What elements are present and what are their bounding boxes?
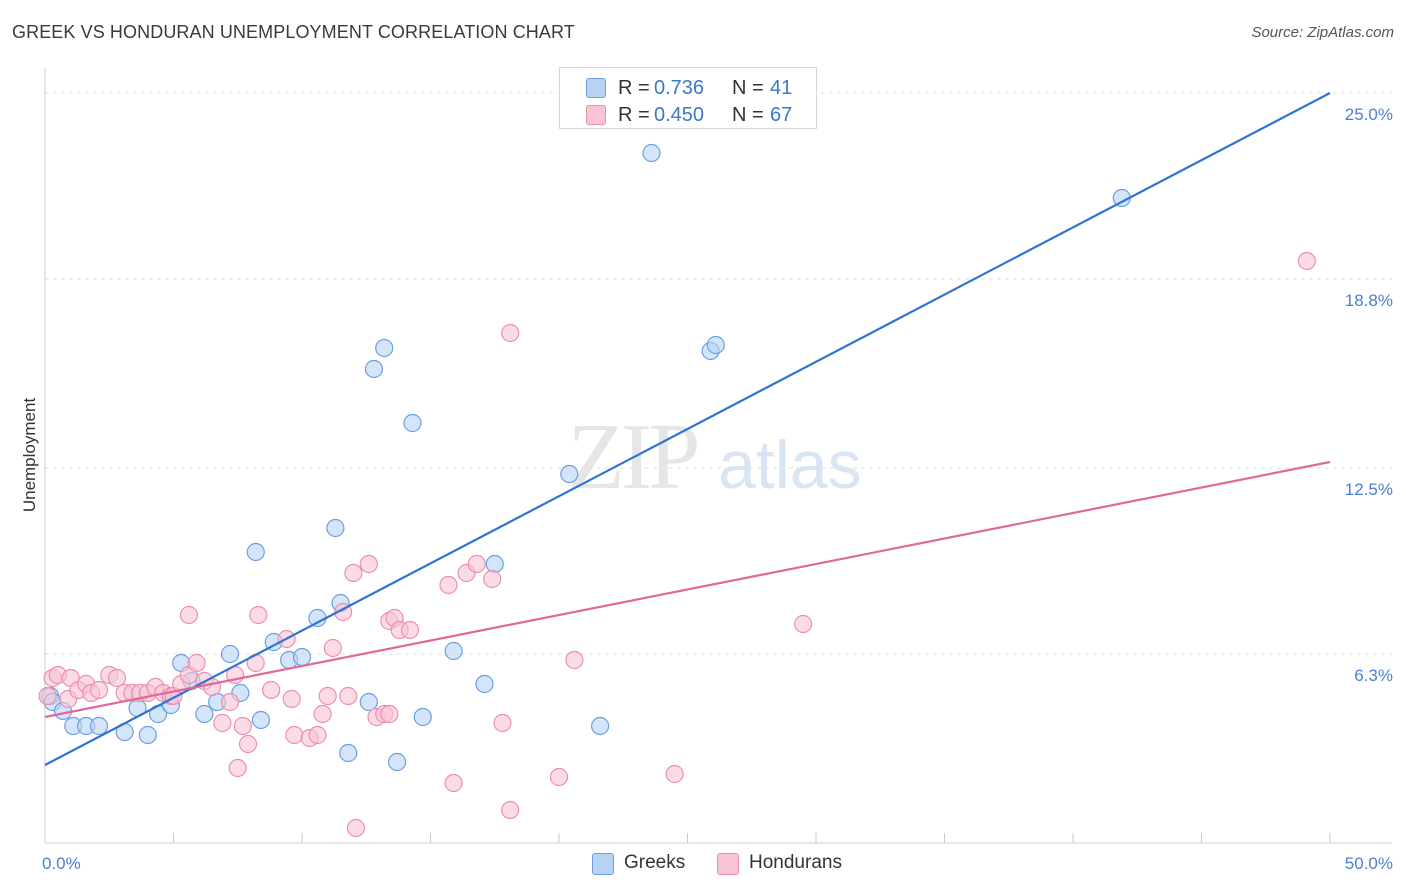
honduran-point (89, 680, 109, 700)
greek-point (364, 359, 384, 379)
honduran-point (285, 725, 304, 745)
legend-row-greek: R = 0.736 N = 41 (560, 75, 816, 103)
y-tick-label: 6.3% (1354, 666, 1393, 685)
greek-point (89, 716, 109, 736)
honduran-point (38, 686, 57, 706)
y-axis-label: Unemployment (20, 397, 39, 513)
greek-point (413, 707, 432, 727)
greek-point (375, 338, 394, 358)
greeks-swatch (592, 853, 614, 875)
honduran-point (400, 620, 420, 640)
x-tick-label-max: 50.0% (1345, 854, 1393, 873)
axes (44, 68, 1392, 844)
honduran-point (179, 605, 199, 625)
honduran-point (213, 713, 232, 733)
greek-point (387, 752, 407, 772)
honduran-r-label: R = (618, 104, 650, 126)
greek-swatch (586, 78, 606, 98)
greek-point (485, 554, 504, 574)
honduran-point (339, 686, 358, 706)
honduran-point (501, 323, 520, 343)
greek-point (246, 542, 265, 562)
greek-point (359, 692, 378, 712)
greek-n-label: N = (732, 77, 764, 99)
honduran-point (380, 704, 399, 724)
legend-row-honduran: R = 0.450 N = 67 (560, 102, 816, 130)
greek-trend-line (44, 92, 1331, 766)
source-label: Source: ZipAtlas.com (1251, 24, 1394, 41)
series-legend: Greeks Hondurans (0, 852, 1406, 878)
honduran-point (308, 725, 327, 745)
honduran-point (249, 605, 268, 625)
honduran-point (444, 773, 463, 793)
chart-title: GREEK VS HONDURAN UNEMPLOYMENT CORRELATI… (12, 22, 575, 42)
honduran-point (262, 680, 281, 700)
honduran-r-value: 0.450 (654, 104, 705, 126)
watermark-atlas: atlas (718, 427, 862, 503)
greeks-label: Greeks (624, 852, 686, 873)
greek-point (195, 704, 214, 724)
honduran-point (1297, 251, 1316, 271)
greek-point (138, 725, 157, 745)
honduran-point (313, 704, 332, 724)
honduran-point (794, 614, 813, 634)
honduran-point (493, 713, 512, 733)
honduran-swatch (586, 105, 606, 125)
correlation-legend: R = 0.736 N = 41 R = 0.450 N = 67 (559, 67, 817, 129)
honduran-point (467, 554, 486, 574)
honduran-point (439, 575, 458, 595)
x-tick-label-min: 0.0% (42, 854, 81, 873)
honduran-n-value: 67 (770, 104, 793, 126)
greek-r-value: 0.736 (654, 77, 705, 99)
honduran-point (501, 800, 520, 820)
honduran-point (565, 650, 584, 670)
y-tick-label: 18.8% (1345, 291, 1393, 310)
greek-point (292, 647, 312, 667)
greek-point (642, 143, 661, 163)
y-tick-label: 25.0% (1345, 105, 1393, 124)
honduran-point (233, 716, 252, 736)
greek-point (475, 674, 494, 694)
honduran-point (318, 686, 337, 706)
greek-point (560, 464, 579, 484)
greek-point (444, 641, 463, 661)
greek-point (706, 335, 725, 355)
greek-point (220, 644, 240, 664)
honduran-point (359, 554, 378, 574)
greek-point (339, 743, 358, 763)
hondurans-swatch (717, 853, 739, 875)
tick-labels: 6.3% 12.5% 18.8% 25.0% 0.0% 50.0% (42, 105, 1393, 873)
honduran-point (107, 668, 127, 688)
honduran-point (238, 734, 258, 754)
honduran-point (549, 767, 569, 787)
watermark: ZIP atlas (568, 405, 862, 509)
honduran-point (665, 764, 684, 784)
honduran-points (38, 251, 1316, 838)
honduran-point (282, 689, 301, 709)
honduran-point (344, 563, 363, 583)
greek-point (308, 608, 327, 628)
grid-lines (45, 92, 1392, 655)
honduran-point (346, 818, 366, 838)
greek-n-value: 41 (770, 77, 793, 99)
trend-lines (44, 92, 1331, 766)
hondurans-label: Hondurans (749, 852, 842, 873)
greek-point (403, 413, 422, 433)
honduran-trend-line (44, 460, 1331, 719)
honduran-point (323, 638, 342, 658)
y-tick-label: 12.5% (1345, 480, 1393, 499)
honduran-point (483, 569, 502, 589)
honduran-n-label: N = (732, 104, 764, 126)
greek-point (251, 710, 270, 730)
honduran-point (187, 653, 206, 673)
honduran-point (220, 692, 240, 712)
honduran-point (228, 758, 247, 778)
greek-r-label: R = (618, 77, 650, 99)
greek-point (591, 716, 610, 736)
greek-point (326, 518, 345, 538)
